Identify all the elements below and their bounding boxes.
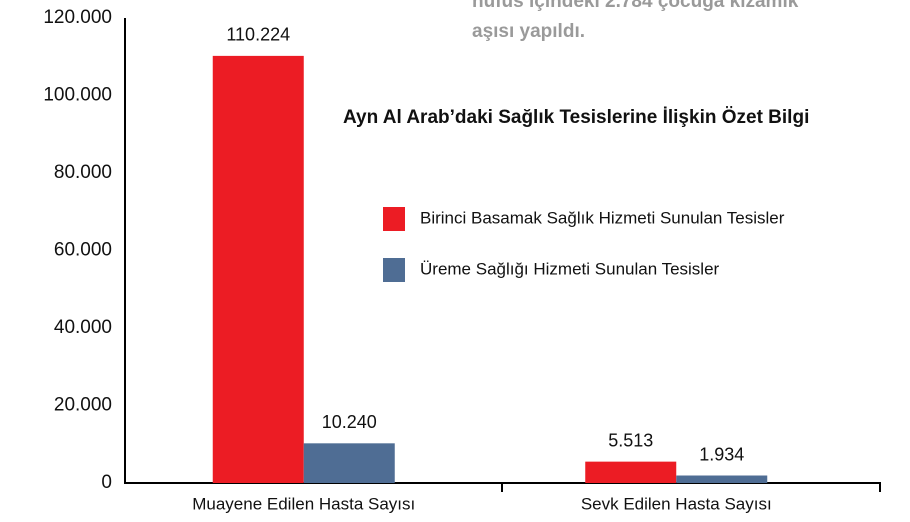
y-tick-label: 0 xyxy=(101,472,112,493)
bar xyxy=(303,443,395,483)
y-tick-label: 40.000 xyxy=(54,317,112,338)
x-tick-label: Sevk Edilen Hasta Sayısı xyxy=(581,494,772,513)
annotation: aşısı yapıldı. xyxy=(472,21,585,42)
data-label: 110.224 xyxy=(226,25,290,45)
data-label: 10.240 xyxy=(322,412,377,432)
annotation: nüfus içindeki 2.784 çocuğa kızamık xyxy=(472,0,799,12)
legend-swatch xyxy=(383,258,405,282)
x-tick-label: Muayene Edilen Hasta Sayısı xyxy=(192,494,415,513)
bar xyxy=(585,461,677,483)
legend-label: Üreme Sağlığı Hizmeti Sunulan Tesisler xyxy=(420,259,720,278)
bar xyxy=(676,475,768,483)
data-label: 5.513 xyxy=(608,430,653,450)
legend-swatch xyxy=(383,207,405,231)
bar xyxy=(212,55,304,484)
y-tick-label: 60.000 xyxy=(54,240,112,261)
y-tick-label: 120.000 xyxy=(43,7,112,28)
data-label: 1.934 xyxy=(699,444,744,464)
y-tick-label: 80.000 xyxy=(54,162,112,183)
y-tick-label: 20.000 xyxy=(54,395,112,416)
legend-label: Birinci Basamak Sağlık Hizmeti Sunulan T… xyxy=(420,208,785,227)
y-tick-label: 100.000 xyxy=(43,85,112,106)
chart-title: Ayn Al Arab’daki Sağlık Tesislerine İliş… xyxy=(343,107,809,128)
